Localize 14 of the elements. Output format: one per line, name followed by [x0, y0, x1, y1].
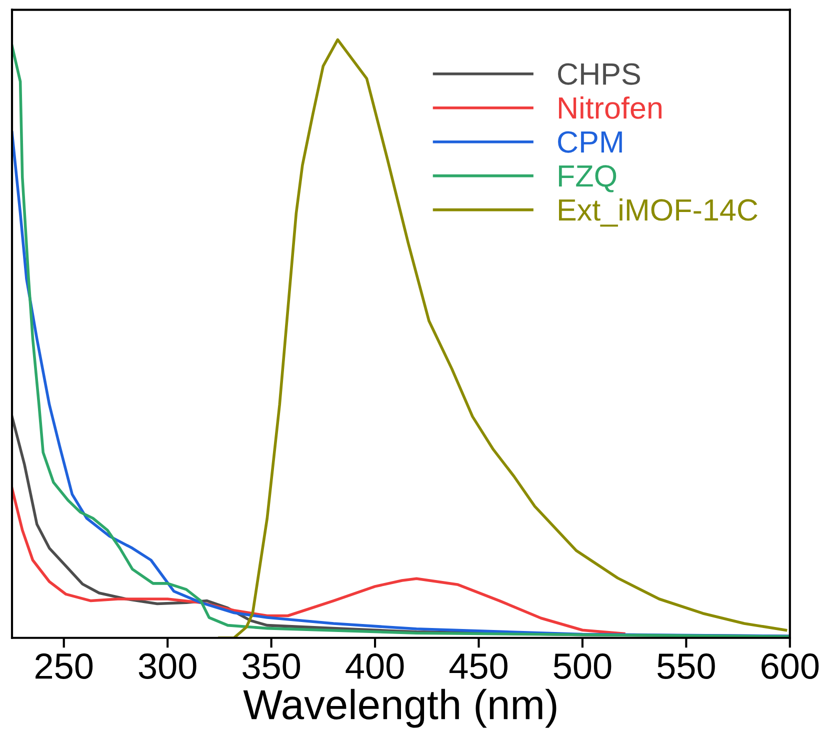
- legend-label: CPM: [558, 131, 622, 153]
- legend-label: Nitrofen: [558, 96, 662, 119]
- x-tick-label: 400: [346, 653, 404, 679]
- x-tick-label: 450: [449, 653, 508, 679]
- x-tick-label: 600: [762, 653, 819, 679]
- x-axis-title: Wavelength (nm): [243, 688, 556, 728]
- x-tick-label: 550: [658, 653, 715, 679]
- legend-label: CHPS: [558, 63, 640, 85]
- legend-label: FZQ: [558, 165, 616, 192]
- x-tick-label: 300: [138, 653, 196, 679]
- x-tick-label: 350: [242, 653, 300, 679]
- x-tick-label: 250: [36, 653, 93, 679]
- x-tick-label: 500: [554, 653, 612, 679]
- legend-label: Ext_iMOF-14C: [558, 198, 758, 227]
